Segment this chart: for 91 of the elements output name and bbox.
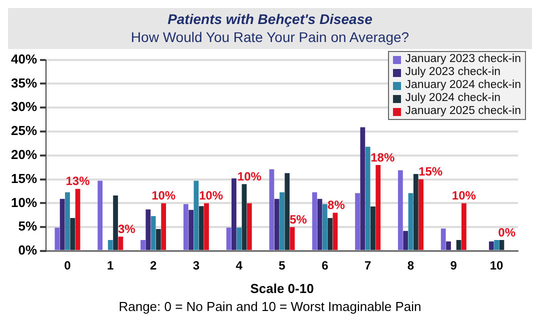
bar (146, 209, 151, 250)
bar (355, 193, 360, 250)
bar (108, 240, 113, 250)
bar (150, 216, 156, 250)
bar (98, 180, 103, 250)
bar (317, 198, 322, 250)
bar (60, 198, 65, 250)
bar (461, 203, 466, 250)
y-tick-label: 15% (10, 170, 38, 186)
data-label: 3% (118, 222, 136, 236)
legend-label: January 2025 check-in (405, 105, 521, 118)
bar (290, 227, 295, 250)
bar (494, 240, 499, 250)
bar (246, 203, 252, 250)
bar (418, 179, 424, 250)
data-label: 18% (370, 150, 395, 164)
x-tick-label: 2 (150, 258, 157, 273)
bar (446, 241, 451, 250)
bar (70, 218, 76, 250)
bar (204, 203, 209, 250)
legend-label: July 2024 check-in (405, 92, 501, 105)
chart-title: Patients with Behçet's Disease (166, 11, 374, 27)
bar (408, 193, 414, 250)
bar (440, 228, 446, 250)
x-tick-label: 10 (490, 258, 504, 273)
data-label: 10% (452, 188, 476, 203)
data-label: 10% (237, 169, 262, 184)
y-tick-label: 35% (10, 75, 38, 90)
legend-label: January 2024 check-in (405, 79, 521, 92)
y-tick-label: 30% (10, 99, 38, 114)
bar (322, 204, 328, 250)
bar (499, 240, 504, 250)
data-label: 8% (328, 198, 346, 212)
x-tick-label: 0 (64, 258, 72, 273)
text: Range: 0 = No Pain and 10 = Worst Imaginable Pain (118, 299, 422, 314)
x-tick-label: 4 (236, 258, 243, 273)
bar (65, 192, 70, 250)
bar (118, 236, 124, 250)
y-tick-label: 20% (10, 146, 38, 162)
bar (113, 196, 118, 250)
bar (312, 192, 318, 250)
y-tick-label: 40% (10, 51, 38, 66)
data-label: 5% (290, 212, 308, 226)
y-tick-label: 25% (10, 123, 38, 138)
bar (365, 146, 370, 250)
bar (161, 203, 166, 250)
chart-subtitle: How Would You Rate Your Pain on Average? (130, 29, 410, 45)
data-label: 10% (152, 188, 176, 203)
x-axis-title: Scale 0-10 (250, 280, 314, 296)
data-label: 15% (418, 164, 443, 179)
bar (370, 206, 376, 250)
y-tick-label: 0% (18, 242, 38, 258)
bar (403, 230, 408, 250)
x-tick-label: 1 (107, 258, 114, 273)
bar (280, 192, 284, 250)
x-tick-label: 8 (407, 258, 414, 273)
bar (413, 174, 418, 250)
bar (398, 170, 403, 250)
y-tick-label: 10% (10, 194, 38, 210)
y-tick-label: 5% (18, 218, 38, 234)
x-tick-label: 9 (450, 258, 458, 273)
legend-label: July 2023 check-in (405, 66, 501, 79)
bar (269, 169, 274, 250)
data-label: 13% (66, 174, 90, 188)
x-tick-label: 7 (364, 258, 372, 273)
bar (376, 164, 381, 250)
legend-label: January 2023 check-in (405, 53, 521, 66)
bar (488, 241, 494, 250)
bar (284, 173, 290, 250)
bar (360, 127, 366, 250)
x-tick-label: 6 (322, 258, 329, 273)
bar (140, 240, 146, 250)
bar (332, 212, 338, 250)
bar (236, 228, 242, 250)
bar (188, 210, 194, 250)
bar (183, 204, 188, 250)
bar (194, 180, 199, 250)
data-label: 10% (198, 188, 224, 203)
bar (274, 198, 280, 250)
bar (456, 240, 462, 250)
x-tick-label: 3 (192, 258, 200, 273)
bar (328, 218, 333, 250)
x-tick-label: 5 (278, 258, 286, 273)
bar (242, 184, 247, 250)
bar (232, 178, 236, 250)
bar (54, 228, 60, 250)
bar (198, 206, 204, 250)
bar (75, 188, 80, 250)
bar (226, 228, 232, 250)
data-label: 0% (498, 225, 516, 240)
bar (156, 229, 161, 250)
